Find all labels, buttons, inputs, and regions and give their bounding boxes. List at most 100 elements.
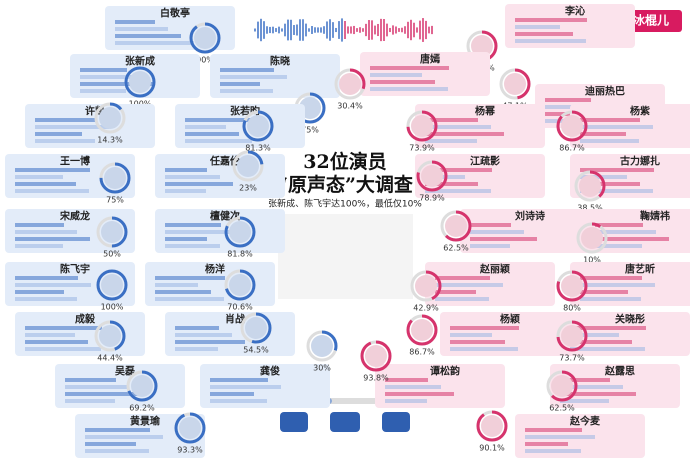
watermark-box <box>620 10 682 32</box>
actor-name: 江疏影 <box>470 155 500 168</box>
decor-bar <box>580 283 655 287</box>
next-button <box>382 412 410 432</box>
decor-bar <box>155 283 198 287</box>
decor-bar <box>525 428 582 432</box>
actor-name: 陈飞宇 <box>60 263 90 276</box>
decor-bar <box>15 168 90 172</box>
decor-bar <box>560 399 609 403</box>
photo <box>471 35 493 57</box>
decor-bar <box>115 27 168 31</box>
decor-bar <box>165 244 220 248</box>
ring-arc <box>174 412 206 444</box>
decor-bar <box>85 449 149 453</box>
decor-bar <box>370 66 449 70</box>
ring-arc <box>240 312 272 344</box>
decor-bar <box>175 326 219 330</box>
decor-bar <box>570 333 619 337</box>
actor-name: 肖战 <box>225 313 245 326</box>
text-block <box>278 214 413 299</box>
decor-bar <box>220 75 287 79</box>
decor-bar <box>15 283 91 287</box>
decor-bar <box>185 125 226 129</box>
ring-arc <box>546 370 578 402</box>
photo <box>551 375 573 397</box>
decor-bar <box>515 25 560 29</box>
decor-bar <box>370 87 448 91</box>
decor-bar <box>435 297 489 301</box>
decor-bar <box>165 189 206 193</box>
actor-name: 王一博 <box>60 155 90 168</box>
decor-bar <box>425 125 491 129</box>
decor-bar <box>165 237 207 241</box>
actor-name: 杨洋 <box>205 263 225 276</box>
actor-name: 白敬亭 <box>160 7 190 20</box>
ring-arc <box>124 66 156 98</box>
photo <box>415 275 437 297</box>
decor-bar <box>210 399 267 403</box>
ring-arc <box>232 150 264 182</box>
photo <box>579 175 601 197</box>
photo <box>194 27 216 49</box>
decor-bar <box>450 340 505 344</box>
actor-card <box>175 104 305 148</box>
decor-bar <box>115 20 155 24</box>
percent-label: 78.9% <box>419 194 445 203</box>
decor-bar <box>560 385 623 389</box>
decor-bar <box>385 399 427 403</box>
decor-bar <box>15 230 77 234</box>
actor-name: 杨紫 <box>630 105 650 118</box>
photo <box>504 73 526 95</box>
decor-bar <box>595 244 642 248</box>
actor-name: 李沁 <box>564 5 585 18</box>
actor-name: 刘诗诗 <box>515 210 545 223</box>
photo <box>311 335 333 357</box>
percent-label: 44.4% <box>97 354 123 363</box>
decor-bar <box>560 392 636 396</box>
ring-arc <box>410 270 442 302</box>
decor-bar <box>65 399 115 403</box>
title-line1: 32位演员 <box>303 150 386 173</box>
percent-label: 90.1% <box>479 444 505 453</box>
decor-bar <box>525 449 581 453</box>
decor-bar <box>80 89 126 93</box>
photo <box>561 275 583 297</box>
percent-label: 75% <box>301 126 319 135</box>
actor-name: 龚俊 <box>260 365 280 378</box>
actor-name: 吴磊 <box>115 366 135 378</box>
ring-arc <box>416 160 448 192</box>
decor-bar <box>470 244 510 248</box>
decor-bar <box>185 139 252 143</box>
percent-label: 23% <box>239 184 257 193</box>
percent-label: 62.5% <box>443 244 469 253</box>
decor-bar <box>515 39 586 43</box>
ring-arc <box>189 22 221 54</box>
decor-bar <box>165 175 220 179</box>
decor-bar <box>220 82 260 86</box>
percent-label: 93.8% <box>363 374 389 383</box>
ring-arc <box>360 340 392 372</box>
decor-bar <box>580 182 640 186</box>
percent-label: 73.7% <box>559 354 585 363</box>
decor-bar <box>385 392 454 396</box>
decor-bar <box>175 333 232 337</box>
percent-label: 50% <box>103 250 121 259</box>
article-area <box>278 214 413 299</box>
actor-name: 赵丽颖 <box>479 263 510 276</box>
decor-bar <box>165 168 207 172</box>
percent-label: 81.3% <box>245 144 271 153</box>
decor-bar <box>85 435 163 439</box>
actor-name: 唐艺昕 <box>625 263 655 276</box>
decor-bar <box>525 435 595 439</box>
decor-bar <box>15 223 64 227</box>
decor-bar <box>80 68 127 72</box>
decor-bar <box>580 297 641 301</box>
ring-arc <box>476 410 508 442</box>
percent-label: 14.3% <box>97 136 123 145</box>
photo <box>365 345 387 367</box>
decor-bar <box>545 98 591 102</box>
actor-name: 张新成 <box>125 55 155 68</box>
photo <box>129 71 151 93</box>
decor-bar <box>570 326 646 330</box>
decor-bar <box>570 340 632 344</box>
photo <box>411 115 433 137</box>
